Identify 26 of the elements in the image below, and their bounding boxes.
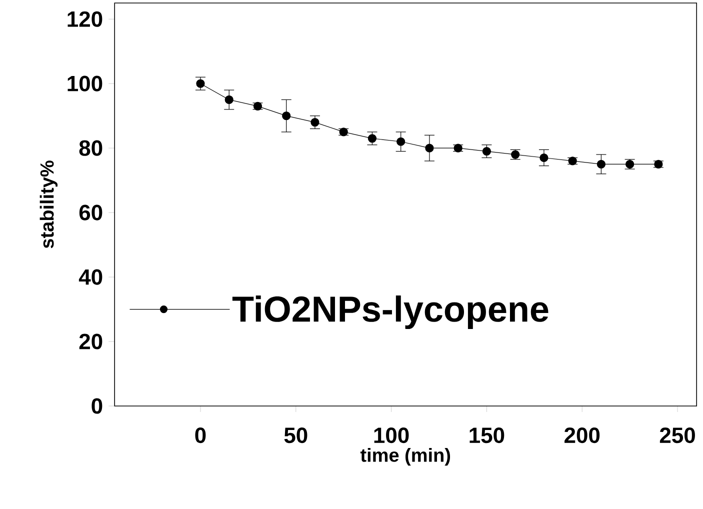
x-tick-label: 250	[660, 428, 695, 444]
point	[282, 112, 291, 120]
y-axis-title: stability%	[40, 160, 58, 248]
point	[482, 147, 492, 156]
y-tick-label: 0	[92, 398, 102, 414]
x-tick-label: 100	[374, 428, 409, 444]
point	[196, 79, 205, 88]
y-tick-label: 60	[79, 204, 102, 220]
y-tick-label: 120	[68, 11, 102, 27]
y-tick-label: 100	[68, 76, 102, 92]
point	[310, 118, 320, 127]
y-tick-label: 40	[78, 269, 102, 285]
x-axis-title: time (min)	[360, 448, 450, 466]
x-tick-label: 150	[470, 428, 504, 444]
y-tick-label: 80	[79, 140, 102, 156]
x-tick-label: 200	[564, 428, 600, 444]
y-tick-label: 20	[79, 334, 102, 350]
x-tick-label: 0	[195, 428, 206, 444]
x-tick-label: 50	[284, 428, 308, 444]
point	[224, 95, 234, 104]
point	[540, 153, 548, 162]
point	[396, 137, 406, 146]
point	[368, 134, 377, 143]
point	[596, 160, 606, 168]
legend-label: TiO2NPs-lycopene	[232, 295, 548, 330]
point	[425, 144, 434, 152]
